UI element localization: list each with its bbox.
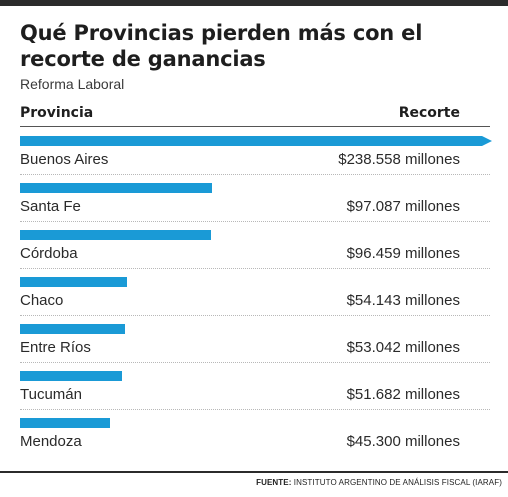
value-label: $54.143 millones bbox=[346, 292, 460, 309]
bar-row: Córdoba $96.459 millones bbox=[20, 230, 490, 277]
category-label: Buenos Aires bbox=[20, 151, 109, 168]
chart-title: Qué Provincias pierden más con el recort… bbox=[20, 21, 423, 71]
row-separator bbox=[20, 268, 490, 269]
value-label: $51.682 millones bbox=[346, 386, 460, 403]
source-text: INSTITUTO ARGENTINO DE ANÁLISIS FISCAL (… bbox=[293, 478, 502, 487]
column-header-province: Provincia bbox=[20, 105, 94, 121]
bar-row: Mendoza $45.300 millones bbox=[20, 418, 490, 465]
bar bbox=[20, 324, 125, 334]
category-label: Córdoba bbox=[20, 245, 78, 262]
bar bbox=[20, 277, 127, 287]
category-label: Mendoza bbox=[20, 433, 82, 450]
bar bbox=[20, 183, 212, 193]
bar bbox=[20, 371, 122, 381]
bar bbox=[20, 418, 110, 428]
category-label: Tucumán bbox=[20, 386, 82, 403]
bar-row: Buenos Aires $238.558 millones bbox=[20, 136, 490, 183]
footer-rule bbox=[0, 471, 508, 473]
bar bbox=[20, 230, 211, 240]
column-header-cut: Recorte bbox=[398, 105, 460, 121]
bar bbox=[20, 136, 492, 146]
value-label: $238.558 millones bbox=[338, 151, 460, 168]
bar-row: Tucumán $51.682 millones bbox=[20, 371, 490, 418]
value-label: $53.042 millones bbox=[346, 339, 460, 356]
bar-row: Chaco $54.143 millones bbox=[20, 277, 490, 324]
row-separator bbox=[20, 409, 490, 410]
row-separator bbox=[20, 315, 490, 316]
row-separator bbox=[20, 362, 490, 363]
bar-row: Entre Ríos $53.042 millones bbox=[20, 324, 490, 371]
source-label: FUENTE: bbox=[256, 478, 292, 487]
chart-subtitle: Reforma Laboral bbox=[20, 76, 125, 92]
bar-row: Santa Fe $97.087 millones bbox=[20, 183, 490, 230]
source-note: FUENTE: INSTITUTO ARGENTINO DE ANÁLISIS … bbox=[256, 478, 502, 487]
header-divider bbox=[20, 126, 490, 127]
category-label: Entre Ríos bbox=[20, 339, 91, 356]
category-label: Chaco bbox=[20, 292, 64, 309]
value-label: $96.459 millones bbox=[346, 245, 460, 262]
row-separator bbox=[20, 174, 490, 175]
top-rule bbox=[0, 0, 508, 6]
row-separator bbox=[20, 221, 490, 222]
value-label: $97.087 millones bbox=[346, 198, 460, 215]
value-label: $45.300 millones bbox=[346, 433, 460, 450]
category-label: Santa Fe bbox=[20, 198, 81, 215]
